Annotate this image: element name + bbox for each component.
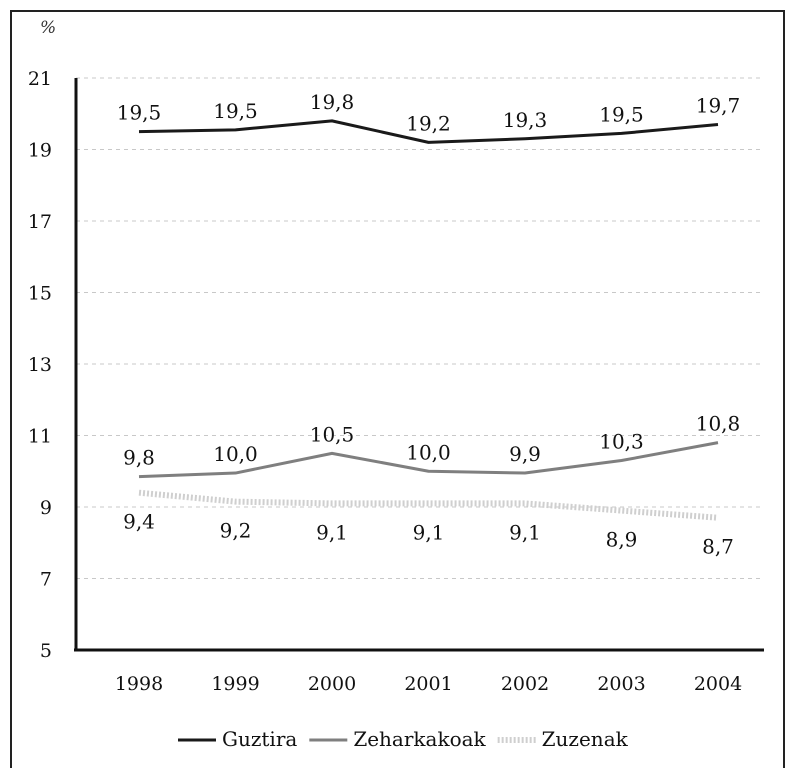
data-label: 19,8	[310, 90, 355, 114]
y-tick-label: 13	[28, 354, 52, 376]
data-label: 10,5	[310, 422, 355, 446]
data-label: 19,3	[503, 108, 548, 132]
x-tick-label: 1998	[115, 673, 163, 695]
data-label: 10,0	[406, 440, 451, 464]
x-tick-label: 1999	[211, 673, 259, 695]
data-label: 19,7	[696, 93, 741, 117]
data-label: 8,9	[606, 528, 638, 552]
x-tick-label: 2003	[597, 673, 645, 695]
data-label: 9,8	[123, 446, 155, 470]
data-label: 19,5	[599, 102, 644, 126]
data-label: 10,8	[696, 412, 741, 436]
y-axis-ticks: 5 7 9 11 13 15 17 19 21	[28, 68, 52, 662]
x-tick-label: 2001	[404, 673, 452, 695]
data-label: 9,2	[220, 519, 252, 543]
y-tick-label: 11	[28, 426, 52, 448]
y-tick-label: 5	[40, 640, 52, 662]
data-label: 9,1	[316, 520, 348, 544]
y-tick-label: 9	[40, 497, 52, 519]
x-tick-label: 2002	[501, 673, 549, 695]
series-line-guztira	[138, 119, 719, 144]
legend-label-zuzenak: Zuzenak	[542, 727, 629, 751]
gridlines	[76, 77, 764, 579]
series-lines	[138, 119, 719, 521]
data-label: 10,3	[599, 430, 644, 454]
data-label: 19,5	[117, 101, 162, 125]
data-label: 9,4	[123, 510, 155, 534]
y-unit-label: %	[40, 18, 56, 38]
data-label: 19,2	[406, 111, 451, 135]
y-tick-label: 21	[28, 68, 52, 90]
data-label: 9,1	[509, 520, 541, 544]
legend: Guztira Zeharkakoak Zuzenak	[178, 727, 629, 751]
series-line-zuzenak	[138, 489, 719, 521]
y-tick-label: 15	[28, 283, 52, 305]
x-tick-label: 2004	[694, 673, 742, 695]
y-tick-label: 19	[28, 140, 52, 162]
data-label: 19,5	[213, 99, 258, 123]
data-label: 8,7	[702, 535, 734, 559]
y-tick-label: 17	[28, 211, 52, 233]
y-tick-label: 7	[40, 569, 52, 591]
x-axis-ticks: 1998 1999 2000 2001 2002 2003 2004	[115, 673, 742, 695]
data-label: 9,9	[509, 442, 541, 466]
data-labels: 19,5 19,5 19,8 19,2 19,3 19,5 19,7 9,8 10,0 10,5 1…	[117, 90, 741, 559]
data-label: 9,1	[413, 520, 445, 544]
legend-label-guztira: Guztira	[222, 727, 297, 751]
data-label: 10,0	[213, 442, 258, 466]
x-tick-label: 2000	[308, 673, 356, 695]
series-line-zeharkakoak	[138, 441, 719, 479]
legend-label-zeharkakoak: Zeharkakoak	[353, 727, 486, 751]
